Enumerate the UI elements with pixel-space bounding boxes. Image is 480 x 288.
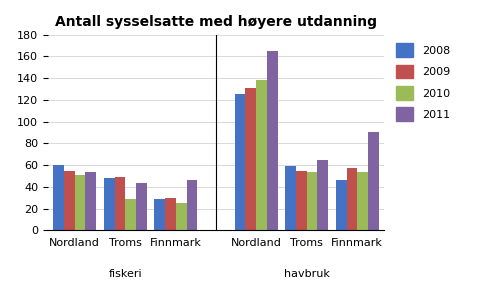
Bar xyxy=(245,88,256,230)
Bar xyxy=(296,170,307,230)
Legend: 2008, 2009, 2010, 2011: 2008, 2009, 2010, 2011 xyxy=(393,40,454,124)
Bar xyxy=(285,166,296,230)
Bar xyxy=(357,172,368,230)
Text: havbruk: havbruk xyxy=(284,269,330,279)
Bar xyxy=(235,94,245,230)
Bar xyxy=(256,80,267,230)
Bar xyxy=(115,177,125,230)
Bar xyxy=(165,198,176,230)
Title: Antall sysselsatte med høyere utdanning: Antall sysselsatte med høyere utdanning xyxy=(55,15,377,29)
Bar xyxy=(85,172,96,230)
Bar xyxy=(187,180,197,230)
Bar xyxy=(317,160,328,230)
Text: fiskeri: fiskeri xyxy=(108,269,142,279)
Bar xyxy=(267,51,277,230)
Bar xyxy=(155,199,165,230)
Bar xyxy=(125,199,136,230)
Bar xyxy=(307,172,317,230)
Bar xyxy=(347,168,357,230)
Bar xyxy=(104,178,115,230)
Bar xyxy=(53,165,64,230)
Bar xyxy=(136,183,147,230)
Bar xyxy=(75,175,85,230)
Bar xyxy=(368,132,379,230)
Bar xyxy=(176,203,187,230)
Bar xyxy=(64,170,75,230)
Bar xyxy=(336,180,347,230)
